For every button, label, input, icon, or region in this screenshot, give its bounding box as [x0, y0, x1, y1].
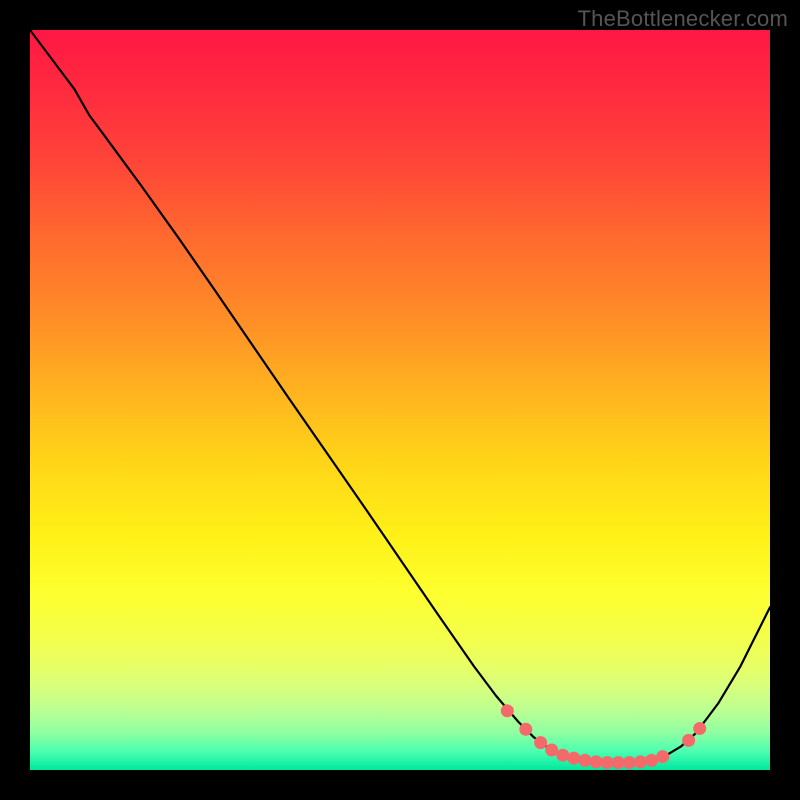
curve-marker [545, 744, 558, 757]
curve-marker [623, 756, 636, 769]
chart-svg [0, 0, 800, 800]
plot-area [30, 30, 770, 770]
chart-container: TheBottlenecker.com [0, 0, 800, 800]
curve-marker [534, 736, 547, 749]
watermark-text: TheBottlenecker.com [578, 6, 788, 32]
curve-marker [579, 754, 592, 767]
curve-marker [682, 734, 695, 747]
curve-marker [612, 756, 625, 769]
curve-marker [556, 749, 569, 762]
curve-marker [501, 704, 514, 717]
curve-marker [656, 750, 669, 763]
curve-marker [519, 723, 532, 736]
curve-marker [590, 755, 603, 768]
curve-marker [601, 756, 614, 769]
curve-marker [634, 755, 647, 768]
curve-marker [693, 722, 706, 735]
curve-marker [567, 752, 580, 765]
curve-marker [645, 754, 658, 767]
